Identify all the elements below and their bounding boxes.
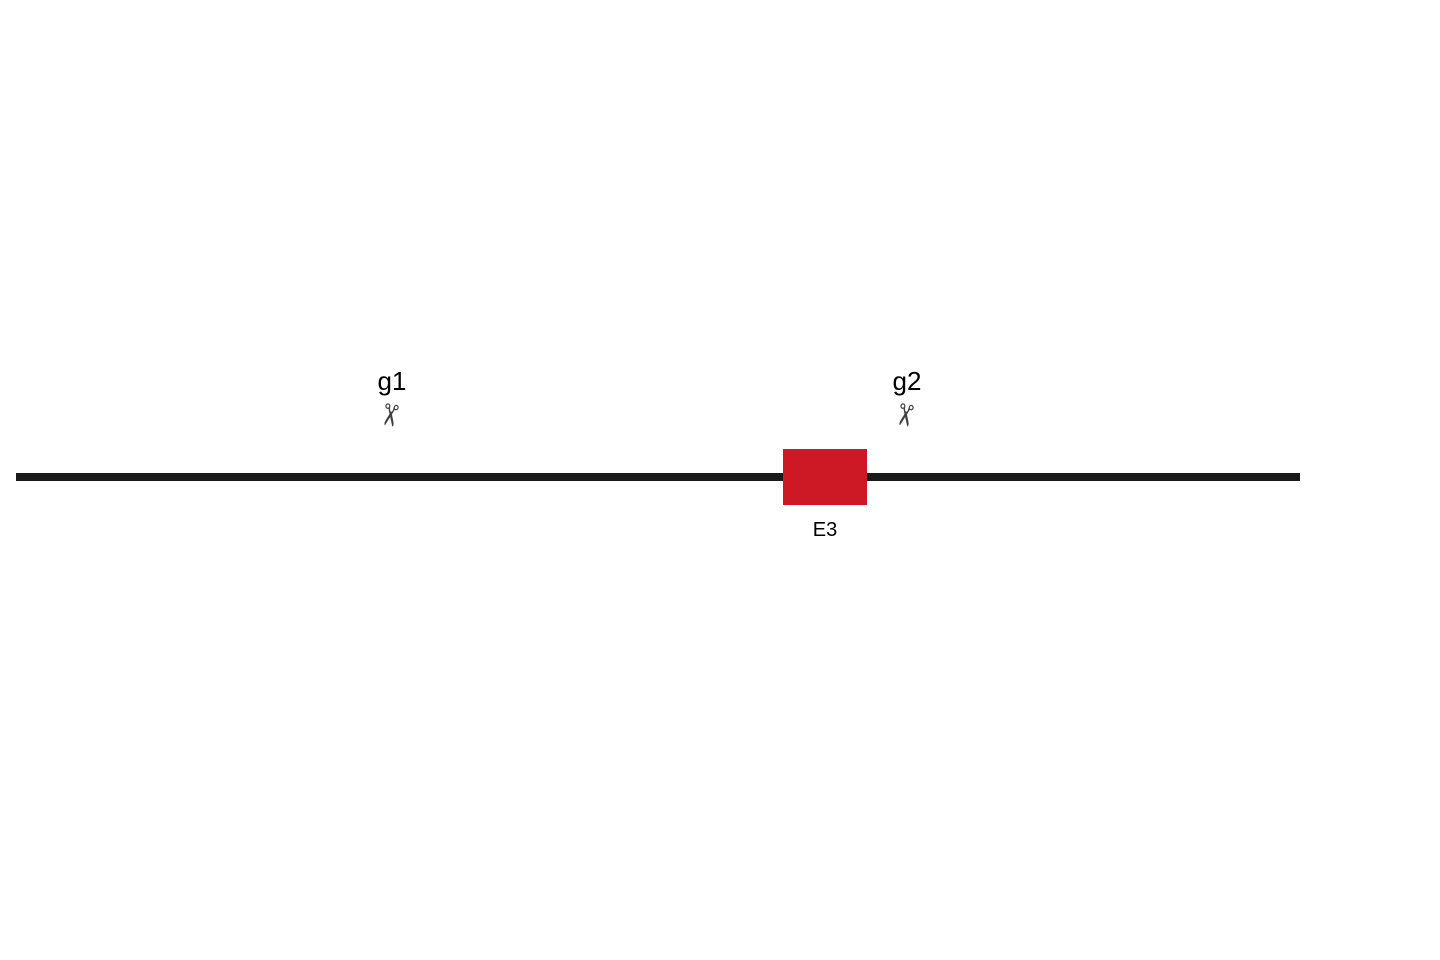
cut-site-label-g1: g1 [378, 366, 407, 397]
scissors-icon: ✂ [373, 400, 412, 431]
exon-E3 [783, 449, 867, 505]
exon-label: E3 [813, 519, 837, 542]
scissors-icon: ✂ [888, 400, 927, 431]
cut-site-label-g2: g2 [893, 366, 922, 397]
gene-diagram: E3 g1 ✂ g2 ✂ [0, 0, 1440, 960]
baseline [16, 473, 1300, 481]
